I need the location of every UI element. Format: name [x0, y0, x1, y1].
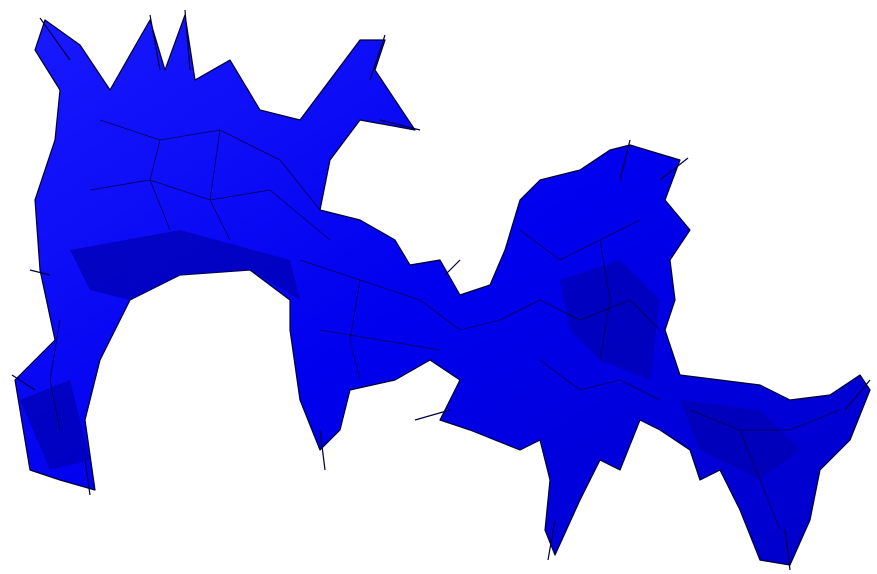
mesh-shading	[20, 230, 800, 480]
mesh-spikes	[11, 9, 871, 571]
mesh-edges	[49, 119, 841, 531]
